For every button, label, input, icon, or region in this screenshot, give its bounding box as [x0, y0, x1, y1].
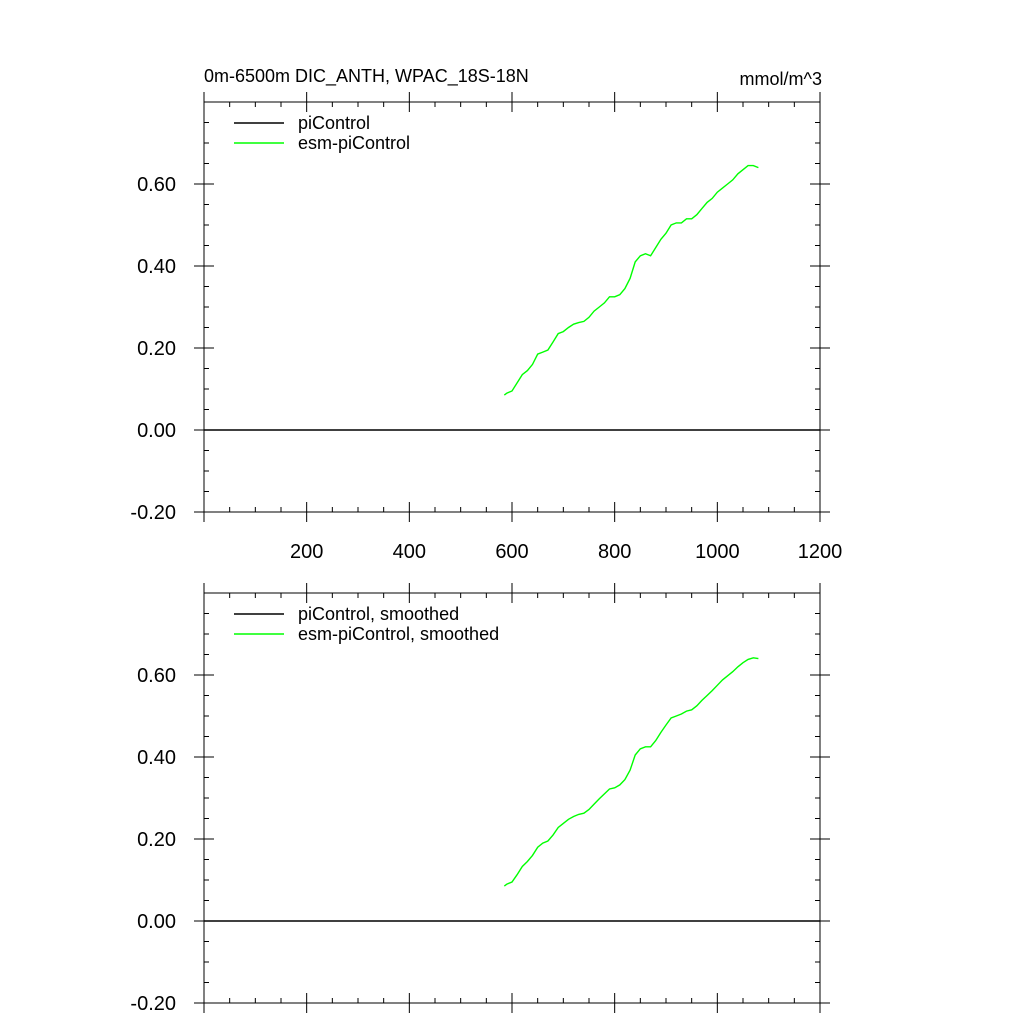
y-tick-label: -0.20	[130, 502, 176, 524]
bottom-panel: -0.20 0.00 0.20 0.40 0.60 piControl, smoothed…	[130, 583, 830, 1015]
plot-frame	[203, 592, 821, 1004]
y-tick-label: 0.60	[137, 665, 176, 687]
esm-picontrol-series-line	[503, 164, 759, 396]
y-tick-label: 0.00	[137, 911, 176, 933]
y-tick-label: 0.40	[137, 747, 176, 769]
plot-frame	[203, 101, 821, 513]
y-tick-label: 0.20	[137, 829, 176, 851]
x-tick-label: 200	[290, 541, 323, 563]
y-tick-label: 0.00	[137, 420, 176, 442]
chart-title: 0m-6500m DIC_ANTH, WPAC_18S-18N	[204, 66, 529, 87]
x-tick-label: 400	[393, 541, 426, 563]
y-tick-label: 0.20	[137, 338, 176, 360]
top-panel: 200 400 600 800 1000 1200 -0.20 0.00 0.20 0.40 0.6…	[130, 92, 842, 563]
legend-label: esm-piControl	[298, 133, 410, 153]
x-tick-label: 1000	[695, 541, 740, 563]
esm-picontrol-series-line	[503, 657, 759, 887]
legend-label: piControl	[298, 113, 370, 133]
y-tick-label: 0.60	[137, 174, 176, 196]
y-tick-label: 0.40	[137, 256, 176, 278]
legend-label: piControl, smoothed	[298, 604, 459, 624]
units-label: mmol/m^3	[740, 69, 822, 89]
x-tick-label: 800	[598, 541, 631, 563]
y-tick-label: -0.20	[130, 993, 176, 1015]
x-tick-label: 1200	[798, 541, 843, 563]
x-tick-label: 600	[495, 541, 528, 563]
legend-label: esm-piControl, smoothed	[298, 624, 499, 644]
